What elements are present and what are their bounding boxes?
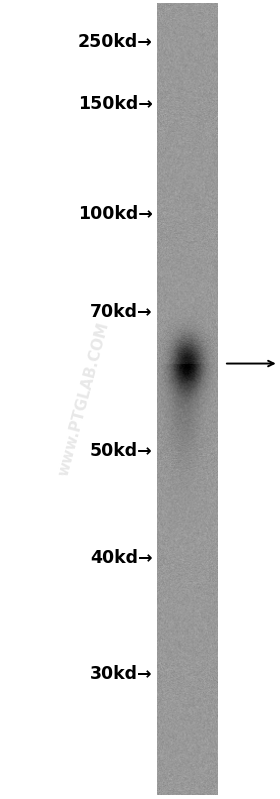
Text: www.PTGLAB.COM: www.PTGLAB.COM	[56, 320, 112, 479]
Text: 70kd→: 70kd→	[90, 303, 153, 320]
Text: 50kd→: 50kd→	[90, 443, 153, 460]
Text: 40kd→: 40kd→	[90, 549, 153, 566]
Text: 30kd→: 30kd→	[90, 665, 153, 682]
Text: 150kd→: 150kd→	[78, 95, 153, 113]
Text: 250kd→: 250kd→	[78, 33, 153, 50]
Text: 100kd→: 100kd→	[78, 205, 153, 223]
